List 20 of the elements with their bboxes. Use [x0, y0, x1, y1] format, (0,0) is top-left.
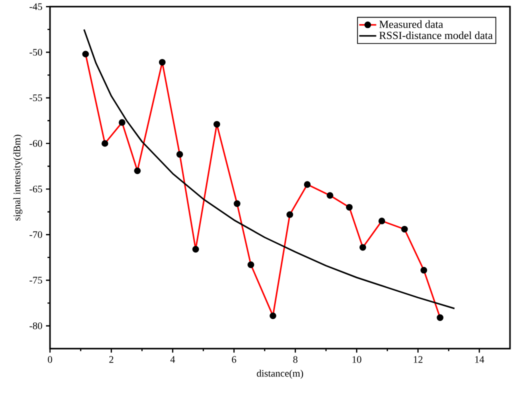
x-axis-title: distance(m): [256, 370, 304, 379]
y-tick-label: -80: [30, 322, 42, 330]
x-tick-label: 6: [232, 356, 236, 364]
y-tick-label: -65: [30, 186, 42, 193]
x-tick-label: 0: [48, 356, 52, 364]
y-tick-label: -70: [30, 231, 42, 238]
y-tick-label: -45: [30, 3, 42, 10]
legend-label: RSSI-distance model data: [379, 32, 493, 40]
y-tick-label: -75: [30, 277, 42, 284]
y-tick-label: -60: [30, 140, 42, 147]
y-tick-label: -55: [30, 94, 42, 102]
x-tick-label: 14: [475, 356, 484, 363]
y-tick-label: -50: [30, 49, 42, 56]
x-tick-label: 4: [170, 356, 176, 363]
legend-label: Measured data: [379, 20, 444, 28]
y-axis-title: signal intensity(dBm): [13, 134, 22, 221]
x-tick-label: 10: [352, 356, 362, 364]
x-tick-label: 8: [293, 356, 298, 364]
x-tick-label: 12: [414, 356, 422, 363]
x-tick-label: 2: [109, 356, 114, 363]
